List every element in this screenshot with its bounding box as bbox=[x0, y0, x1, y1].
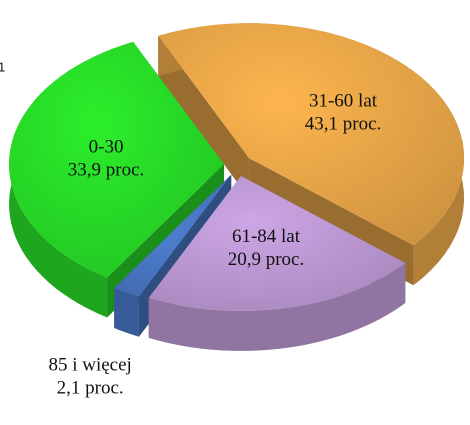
slice bbox=[9, 41, 225, 278]
value-label: 43,1 proc. bbox=[305, 113, 382, 134]
value-label: 20,9 proc. bbox=[228, 249, 305, 270]
slice bbox=[158, 23, 465, 246]
slice-side bbox=[158, 35, 250, 199]
slice-label: 0-30 bbox=[89, 136, 124, 157]
slice bbox=[114, 174, 232, 297]
slice-label: 61-84 lat bbox=[232, 226, 301, 247]
slice-label: 85 i więcej bbox=[48, 354, 131, 375]
slice-label: 31-60 lat bbox=[309, 90, 378, 111]
value-label: 33,9 proc. bbox=[68, 159, 145, 180]
slice bbox=[148, 175, 406, 311]
slice-wall bbox=[114, 288, 139, 337]
slice-wall bbox=[148, 263, 406, 351]
annotation: 1 bbox=[0, 59, 5, 74]
value-label: 2,1 proc. bbox=[57, 377, 124, 398]
